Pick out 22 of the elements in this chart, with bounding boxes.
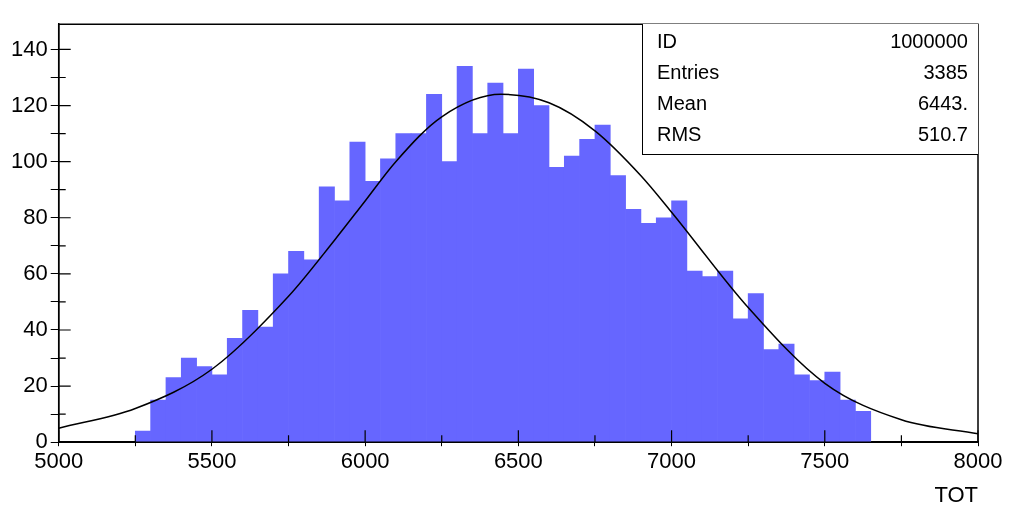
x-axis-title: TOT [934,481,978,507]
y-tick-label: 20 [23,372,48,398]
y-tick-label: 120 [10,91,48,117]
x-tick-label: 7000 [647,448,697,474]
y-tick-label: 100 [10,147,48,173]
annotation: 1000000 [890,29,968,55]
annotation: RMS [657,122,702,148]
y-tick-label: 80 [23,203,48,229]
annotation: Mean [657,91,708,117]
annotation: ID [657,29,677,55]
x-tick-label: 7500 [800,448,850,474]
x-tick-label: 6500 [493,448,543,474]
x-tick-label: 6000 [340,448,390,474]
x-tick-label: 5500 [187,448,237,474]
y-tick-label: 140 [10,35,48,61]
x-tick-label: 8000 [953,448,1003,474]
annotation: 3385 [923,60,968,86]
annotation: Entries [657,60,720,86]
y-tick-label: 60 [23,259,48,285]
annotation: 6443. [917,91,968,117]
annotation: 510.7 [917,122,968,148]
y-tick-label: 40 [23,316,48,342]
